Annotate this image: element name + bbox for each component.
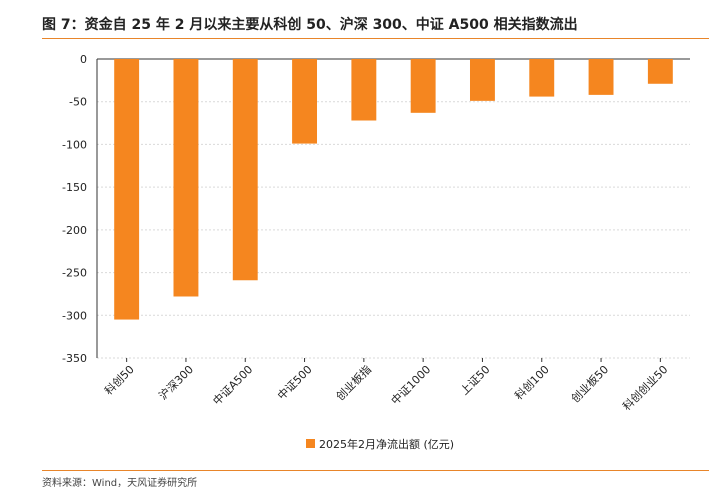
y-tick-label: -150	[62, 181, 87, 194]
bar	[469, 59, 495, 101]
legend-label: 2025年2月净流出额 (亿元)	[319, 437, 454, 451]
y-tick-label: -300	[62, 309, 87, 322]
x-category-label: 中证A500	[210, 363, 255, 408]
y-tick-label: -50	[69, 96, 87, 109]
x-category-label: 沪深300	[156, 362, 196, 402]
footer-rule	[42, 470, 709, 471]
x-category-label: 科创100	[512, 362, 552, 402]
y-tick-label: -350	[62, 352, 87, 365]
legend-swatch	[306, 439, 315, 448]
bar	[173, 59, 199, 297]
bar	[647, 59, 673, 84]
x-category-label: 创业板50	[568, 362, 611, 405]
bar	[114, 59, 140, 320]
bar	[529, 59, 555, 97]
title-rule	[42, 38, 709, 39]
y-tick-label: 0	[80, 53, 87, 66]
bar	[351, 59, 377, 121]
bar	[292, 59, 318, 144]
x-category-label: 科创50	[101, 362, 136, 397]
y-tick-label: -200	[62, 224, 87, 237]
x-category-label: 创业板指	[333, 362, 374, 403]
x-category-label: 上证50	[458, 363, 493, 398]
x-category-label: 中证1000	[389, 363, 434, 408]
bar	[410, 59, 436, 113]
bar	[588, 59, 614, 95]
bar	[232, 59, 258, 281]
y-tick-label: -100	[62, 138, 87, 151]
x-category-label: 科创创业50	[620, 362, 671, 413]
source-note: 资料来源：Wind，天风证券研究所	[42, 478, 198, 489]
y-tick-label: -250	[62, 267, 87, 280]
x-category-label: 中证500	[275, 363, 315, 403]
chart-title: 图 7：资金自 25 年 2 月以来主要从科创 50、沪深 300、中证 A50…	[42, 17, 578, 33]
